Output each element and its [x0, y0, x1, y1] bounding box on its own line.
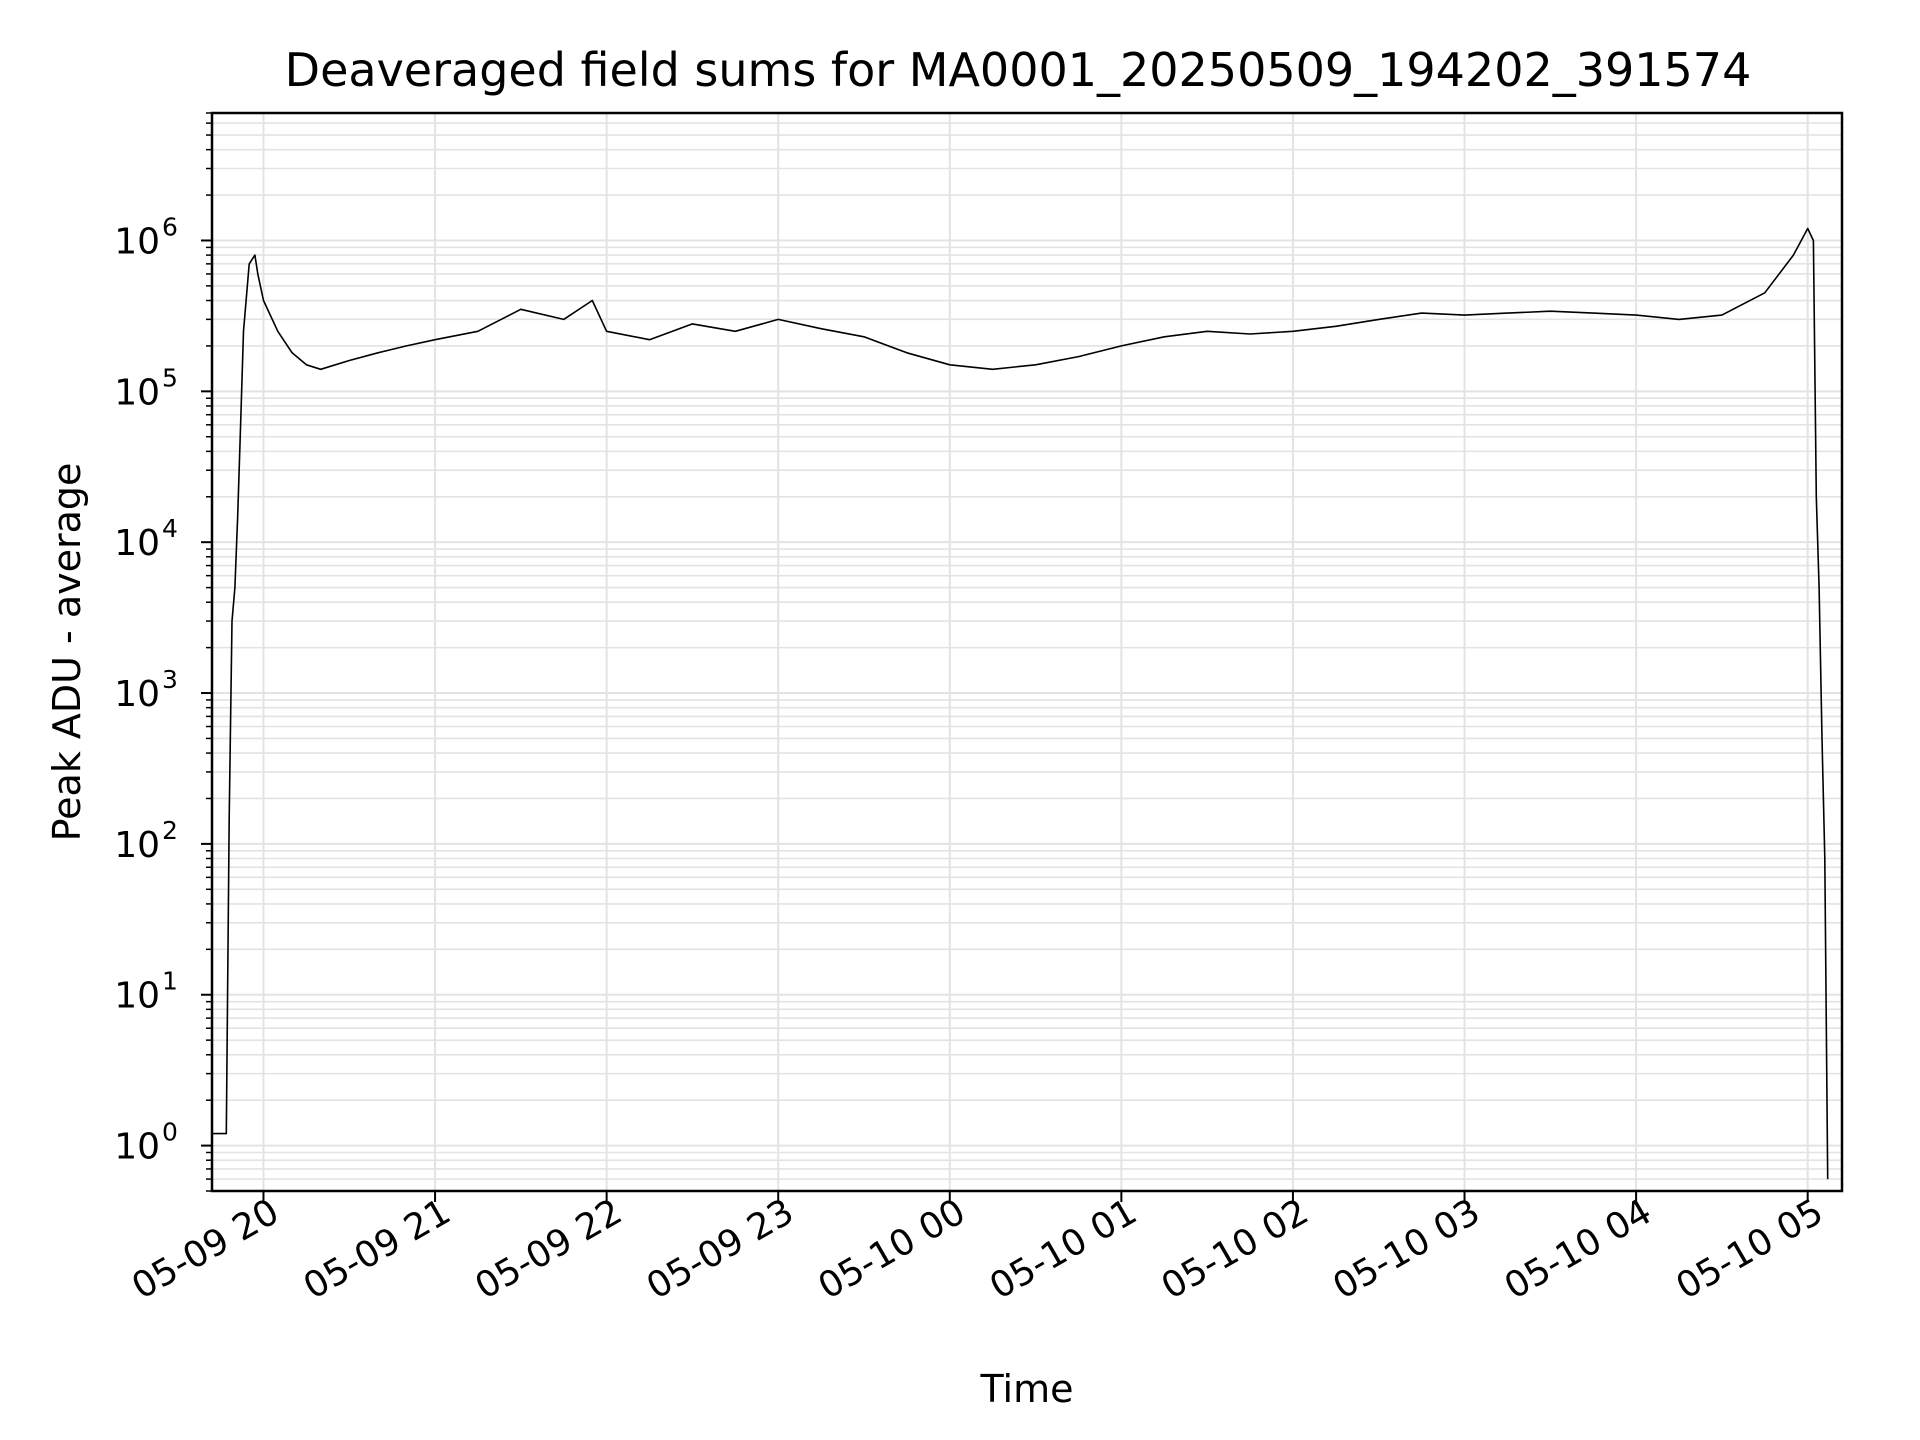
y-tick-label: 10 [114, 825, 160, 866]
y-tick-label: 10 [114, 372, 160, 413]
y-axis-label: Peak ADU - average [45, 463, 89, 842]
x-axis-label: Time [980, 1367, 1074, 1411]
y-tick-exponent: 6 [162, 212, 178, 241]
y-tick-exponent: 1 [162, 967, 178, 996]
plot-area [212, 227, 1829, 1180]
y-tick-exponent: 3 [162, 665, 178, 694]
y-tick-label: 10 [114, 523, 160, 564]
data-series-line [212, 227, 1829, 1180]
y-tick-exponent: 5 [162, 363, 178, 392]
y-tick-label: 10 [114, 221, 160, 262]
y-tick-label: 10 [114, 674, 160, 715]
y-tick-exponent: 2 [162, 816, 178, 845]
grid [212, 112, 1842, 1192]
y-tick-exponent: 4 [162, 514, 178, 543]
plot-frame [210, 111, 1844, 1193]
y-tick-exponent: 0 [162, 1118, 178, 1147]
y-tick-label: 10 [114, 976, 160, 1017]
y-tick-label: 10 [114, 1127, 160, 1168]
chart-title: Deaveraged field sums for MA0001_2025050… [285, 43, 1752, 97]
